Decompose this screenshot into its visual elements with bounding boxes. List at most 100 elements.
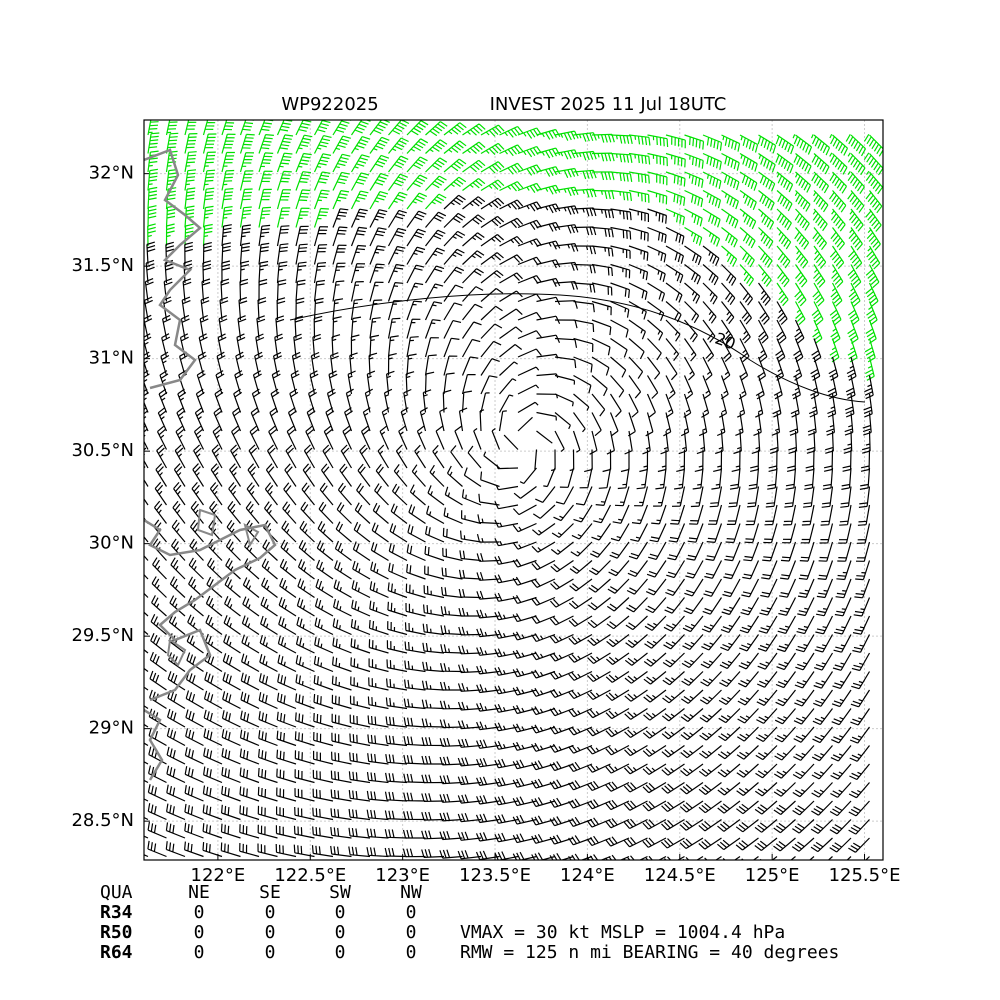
wind-barb: [239, 824, 260, 839]
wind-barb: [144, 779, 149, 784]
wind-barb: [592, 171, 615, 181]
wind-barb: [861, 430, 871, 454]
wind-barb: [261, 558, 278, 580]
wind-barb: [858, 486, 871, 508]
wind-barb: [366, 790, 389, 802]
wind-barb: [494, 500, 519, 510]
wind-barb: [642, 726, 667, 739]
wind-barb: [662, 652, 685, 668]
wind-barb: [735, 819, 759, 833]
wind-barb: [405, 371, 415, 395]
wind-barb: [758, 282, 771, 306]
wind-barb: [386, 640, 408, 654]
wind-barb: [737, 689, 759, 706]
wind-barb: [480, 142, 505, 156]
wind-barb: [332, 262, 346, 284]
wind-barb: [624, 707, 648, 720]
wind-barb: [517, 384, 540, 395]
wind-barb: [476, 795, 500, 805]
wind-barb: [491, 428, 501, 450]
wind-barb: [863, 152, 883, 176]
wind-barb: [334, 540, 352, 561]
wind-barb: [293, 333, 303, 358]
wind-barb: [312, 826, 334, 839]
wind-barb: [457, 775, 482, 786]
wind-barb: [494, 795, 519, 806]
wind-barb: [461, 390, 473, 413]
wind-barb: [239, 206, 252, 228]
wind-barb: [573, 169, 597, 180]
wind-barb: [663, 634, 685, 650]
wind-barb: [814, 652, 834, 671]
wind-barb: [647, 226, 667, 244]
wind-barb: [797, 597, 815, 617]
wind-barb: [860, 449, 871, 472]
wind-barb: [144, 351, 151, 376]
wind-barb: [230, 444, 242, 469]
wind-barb: [209, 482, 223, 506]
wind-barb: [429, 464, 445, 487]
wind-barb: [202, 133, 217, 154]
wind-barb: [332, 637, 352, 654]
y-tick-label: 31°N: [89, 348, 134, 369]
wind-barb: [811, 782, 833, 798]
wind-barb: [258, 260, 269, 284]
wind-barb: [387, 227, 407, 247]
wind-barb: [221, 767, 241, 784]
table-cell: 0: [335, 902, 346, 923]
wind-barb: [286, 425, 297, 450]
wind-barb: [573, 356, 593, 373]
wind-barb: [165, 841, 186, 858]
wind-barb: [144, 611, 149, 617]
wind-barb: [642, 763, 667, 776]
wind-barb: [241, 653, 260, 673]
wind-barb: [233, 388, 243, 413]
wind-barb: [184, 205, 195, 228]
wind-barb: [702, 245, 720, 267]
wind-barb: [457, 738, 482, 748]
wind-barb: [257, 767, 278, 784]
wind-barb: [147, 803, 167, 821]
wind-barb: [519, 467, 537, 485]
wind-barb: [462, 232, 485, 247]
wind-barb: [773, 819, 796, 834]
wind-barb: [647, 189, 668, 205]
wind-barb: [313, 315, 323, 339]
wind-barb: [823, 449, 834, 472]
wind-barb: [837, 541, 852, 562]
wind-barb: [739, 615, 760, 634]
wind-barb: [793, 338, 804, 363]
wind-barb: [425, 211, 447, 228]
wind-barb: [284, 463, 297, 487]
wind-barb: [742, 560, 760, 580]
wind-barb: [834, 597, 852, 617]
wind-barb: [209, 500, 223, 524]
wind-barb: [531, 633, 556, 643]
wind-barb: [829, 819, 852, 835]
wind-barb: [374, 483, 389, 506]
wind-barb: [628, 393, 639, 418]
wind-barb: [403, 773, 426, 784]
wind-barb: [480, 358, 500, 376]
x-tick-label: 124°E: [560, 865, 615, 886]
wind-barb: [499, 378, 517, 395]
wind-barb: [476, 609, 500, 619]
wind-barb: [628, 189, 650, 203]
wind-barb: [724, 541, 741, 562]
wind-barb: [279, 577, 297, 598]
wind-barb: [550, 449, 556, 472]
wind-barb: [536, 353, 559, 359]
wind-barb: [763, 523, 778, 544]
wind-barb: [531, 815, 556, 826]
wind-barb: [349, 695, 371, 710]
wind-barb: [737, 393, 746, 418]
wind-barb: [610, 189, 632, 202]
wind-barb: [244, 520, 260, 543]
table-cell: 0: [194, 942, 205, 963]
wind-barb: [757, 652, 778, 670]
wind-barb: [206, 576, 223, 598]
wind-barb: [387, 300, 403, 321]
wind-barb: [144, 466, 149, 487]
wind-barb: [699, 689, 722, 705]
wind-barb: [299, 520, 315, 543]
